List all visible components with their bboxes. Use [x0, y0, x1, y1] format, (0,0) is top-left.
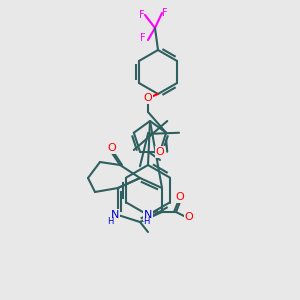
Text: F: F — [140, 33, 146, 43]
Text: N: N — [144, 210, 152, 220]
Text: O: O — [144, 93, 152, 103]
Text: F: F — [162, 8, 168, 18]
Text: O: O — [156, 147, 164, 157]
Text: H: H — [143, 218, 149, 226]
Text: O: O — [176, 192, 184, 202]
Text: O: O — [108, 143, 116, 153]
Text: F: F — [139, 10, 145, 20]
Text: H: H — [107, 217, 113, 226]
Text: O: O — [184, 212, 194, 222]
Text: N: N — [111, 210, 119, 220]
